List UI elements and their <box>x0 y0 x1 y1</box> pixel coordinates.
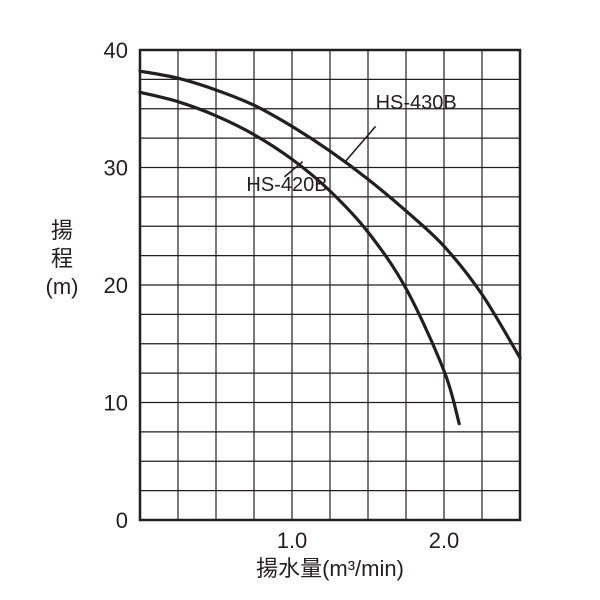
chart-svg: 0 10 20 30 40 1.0 2.0 揚程 (m) 揚水量(m³/min) HS-430B HS… <box>0 0 600 600</box>
x-tick-label: 1.0 <box>277 528 308 553</box>
y-axis-label: 揚 <box>51 218 73 243</box>
y-tick-label: 40 <box>104 38 128 63</box>
chart-background <box>0 0 600 600</box>
y-tick-label: 0 <box>116 508 128 533</box>
x-tick-label: 2.0 <box>429 528 460 553</box>
y-axis-label: (m) <box>46 274 79 299</box>
series-label-HS-430B: HS-430B <box>376 92 457 114</box>
x-axis-label: 揚水量(m³/min) <box>256 556 404 581</box>
series-label-HS-420B: HS-420B <box>246 174 327 196</box>
pump-curve-chart: 0 10 20 30 40 1.0 2.0 揚程 (m) 揚水量(m³/min) HS-430B HS… <box>0 0 600 600</box>
y-axis-label: 程 <box>51 246 73 271</box>
y-tick-label: 10 <box>104 391 128 416</box>
y-tick-label: 20 <box>104 273 128 298</box>
y-tick-label: 30 <box>104 156 128 181</box>
